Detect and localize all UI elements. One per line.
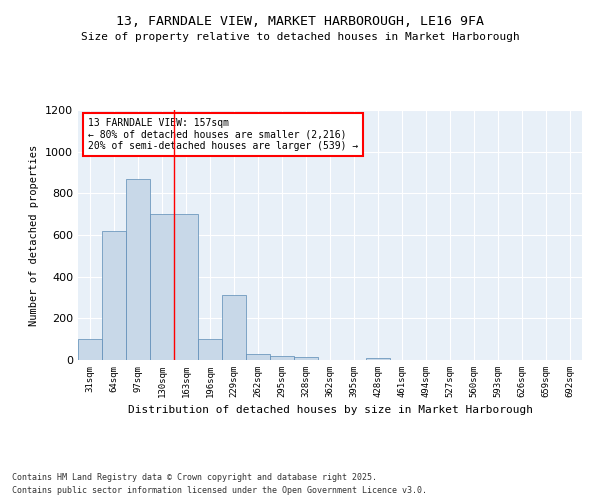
Bar — [270, 356, 294, 360]
Bar — [78, 339, 102, 360]
Bar — [294, 357, 318, 360]
Bar — [366, 358, 390, 360]
Bar — [222, 296, 246, 360]
Text: Contains HM Land Registry data © Crown copyright and database right 2025.: Contains HM Land Registry data © Crown c… — [12, 474, 377, 482]
Text: 13 FARNDALE VIEW: 157sqm
← 80% of detached houses are smaller (2,216)
20% of sem: 13 FARNDALE VIEW: 157sqm ← 80% of detach… — [88, 118, 358, 150]
X-axis label: Distribution of detached houses by size in Market Harborough: Distribution of detached houses by size … — [128, 406, 533, 415]
Text: Size of property relative to detached houses in Market Harborough: Size of property relative to detached ho… — [80, 32, 520, 42]
Bar — [198, 339, 222, 360]
Y-axis label: Number of detached properties: Number of detached properties — [29, 144, 40, 326]
Bar — [174, 214, 198, 360]
Bar — [150, 214, 174, 360]
Text: Contains public sector information licensed under the Open Government Licence v3: Contains public sector information licen… — [12, 486, 427, 495]
Bar — [126, 179, 150, 360]
Bar — [246, 354, 270, 360]
Text: 13, FARNDALE VIEW, MARKET HARBOROUGH, LE16 9FA: 13, FARNDALE VIEW, MARKET HARBOROUGH, LE… — [116, 15, 484, 28]
Bar — [102, 231, 126, 360]
